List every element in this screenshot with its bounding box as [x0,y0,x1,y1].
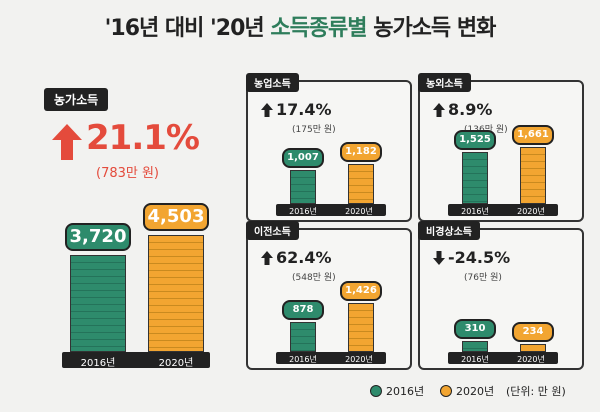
panel-bar-2016 [290,170,316,204]
panel-label: 농외소득 [418,73,471,92]
panel-value-2020: 234 [512,322,554,342]
panel-bar-2020 [348,303,374,352]
up-arrow-icon [52,124,82,160]
panel-value-2016: 1,525 [454,130,496,150]
main-axis-base [62,352,210,368]
panel-value-2016: 878 [282,300,324,320]
panel-tick-2020: 2020년 [517,355,545,364]
panel-percent: 8.9% [448,100,493,119]
panel-tick-2016: 2016년 [461,355,489,364]
panel-2: 농외소득 8.9% (136만 원) 2016년 2020년 1,525 1,6… [418,73,584,222]
panel-axis-base [448,204,558,216]
panel-tick-2020: 2020년 [517,207,545,216]
panel-axis-base [276,352,386,364]
main-value-2016: 3,720 [65,223,131,251]
panel-3: 이전소득 62.4% (548만 원) 2016년 2020년 878 1,42… [246,221,412,370]
main-bar-2016 [70,255,126,352]
legend-2016: 2016년 [386,385,425,398]
panel-tick-2020: 2020년 [345,355,373,364]
panel-value-2020: 1,661 [512,125,554,145]
panel-axis-base [276,204,386,216]
main-sub: (783만 원) [96,166,160,181]
panel-tick-2016: 2016년 [289,207,317,216]
up-arrow-icon [261,103,273,117]
panel-value-2016: 310 [454,319,496,339]
title-part1: '16년 대비 '20년 [104,16,265,41]
main-tick-2016: 2016년 [80,358,116,369]
panel-tick-2016: 2016년 [289,355,317,364]
panel-axis-base [448,352,558,364]
main-value-2020: 4,503 [143,203,209,231]
panel-percent: -24.5% [448,248,511,267]
panel-percent: 17.4% [276,100,332,119]
main-label: 농가소득 [44,88,109,111]
panel-1: 농업소득 17.4% (175만 원) 2016년 2020년 1,007 1,… [246,73,412,222]
panel-percent: 62.4% [276,248,332,267]
panel-value-2020: 1,426 [340,281,382,301]
title-part3: 농가소득 변화 [373,16,496,41]
panel-bar-2020 [348,164,374,204]
up-arrow-icon [433,103,445,117]
legend-2016-swatch [370,385,382,397]
panel-label: 이전소득 [246,221,299,240]
title-part2: 소득종류별 [270,16,367,41]
panel-tick-2016: 2016년 [461,207,489,216]
panel-sub: (76만 원) [464,273,502,283]
main-percent: 21.1% [86,118,200,158]
legend-2020-swatch [440,385,452,397]
up-arrow-icon [261,251,273,265]
panel-bar-2016 [290,322,316,352]
panel-bar-2016 [462,341,488,352]
legend-unit: (단위: 만 원) [506,385,566,398]
main-bar-2020 [148,235,204,352]
panel-label: 비경상소득 [418,221,480,240]
panel-value-2020: 1,182 [340,142,382,162]
panel-value-2016: 1,007 [282,148,324,168]
panel-label: 농업소득 [246,73,299,92]
panel-bar-2020 [520,344,546,352]
panel-sub: (175만 원) [292,125,336,135]
panel-tick-2020: 2020년 [345,207,373,216]
legend-2020: 2020년 [456,385,495,398]
main-tick-2020: 2020년 [158,358,194,369]
panel-bar-2020 [520,147,546,204]
page-title: '16년 대비 '20년 소득종류별 농가소득 변화 [0,10,600,42]
panel-bar-2016 [462,152,488,204]
panel-4: 비경상소득 -24.5% (76만 원) 2016년 2020년 310 234 [418,221,584,370]
panel-sub: (548만 원) [292,273,336,283]
down-arrow-icon [433,251,445,265]
